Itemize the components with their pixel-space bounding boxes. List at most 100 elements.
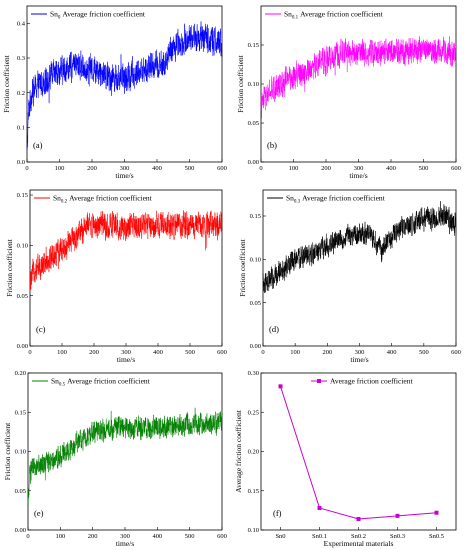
y-tick-label: 0.15: [15, 409, 26, 416]
plot-frame: [29, 189, 223, 347]
x-tick-label: 100: [57, 349, 67, 356]
x-tick-label: 600: [217, 349, 227, 356]
y-tick-label: 0.10: [250, 257, 261, 264]
legend-subscript: 0.5: [59, 383, 66, 388]
panel-label: (c): [36, 324, 46, 334]
y-axis-label: Friction coefficient: [5, 238, 14, 296]
y-tick-label: 0.20: [15, 370, 26, 377]
legend-text: Average friction coefficient: [302, 194, 386, 203]
chart-panel-6: 0.10 0.15 0.20 0.25 0.30 Sn0 Sn0.1 Sn0.2 Sn0.3 Sn…: [234, 370, 457, 548]
chart-panel-1: 0.0 0.1 0.2 0.3 0.4 0 100 200 300 400 500 600 time/s…: [2, 5, 227, 180]
legend-subscript: 0.1: [292, 16, 299, 21]
data-point-marker: [356, 517, 361, 522]
y-tick-label: 0.10: [248, 81, 259, 88]
legend-prefix: Sn: [286, 194, 294, 203]
panel-label: (b): [267, 140, 277, 150]
x-tick-label: 300: [120, 165, 130, 172]
legend-subscript: 0.3: [294, 200, 301, 205]
y-tick-label: 0.25: [248, 409, 259, 416]
panel-label: (e): [34, 508, 44, 518]
x-axis-label: time/s: [350, 355, 368, 364]
series-line: [27, 407, 223, 504]
x-tick-label: 0: [28, 349, 31, 356]
legend-label: Sn0.1 Average friction coefficient: [284, 10, 384, 21]
chart-panel-4: 0.00 0.05 0.10 0.15 0 100 200 300 400 500 600 time/…: [238, 189, 461, 364]
y-axis-label: Friction coefficient: [238, 238, 247, 296]
x-axis-label: time/s: [116, 539, 134, 548]
legend-prefix: Sn: [51, 377, 59, 386]
legend-text: Average friction coefficient: [69, 194, 153, 203]
panel-label: (d): [269, 324, 279, 334]
y-tick-label: 0.1: [17, 125, 25, 132]
data-point-marker: [317, 506, 322, 511]
x-tick-label: 0: [25, 165, 28, 172]
y-tick-label: 0.10: [248, 527, 259, 534]
y-tick-label: 0.05: [15, 488, 26, 495]
x-tick-label: 0: [259, 165, 262, 172]
y-tick-label: 0.10: [17, 243, 28, 250]
y-tick-label: 0.15: [17, 192, 28, 199]
x-tick-label: 500: [185, 349, 195, 356]
x-tick-label: 100: [289, 165, 299, 172]
x-tick-label: Sn0.3: [390, 533, 405, 540]
x-tick-label: 200: [89, 349, 99, 356]
x-axis-label: time/s: [117, 355, 135, 364]
x-tick-label: 100: [55, 533, 65, 540]
x-tick-label: 100: [290, 349, 300, 356]
x-tick-label: 300: [121, 349, 131, 356]
data-point-marker: [395, 513, 400, 518]
x-tick-label: 600: [217, 165, 227, 172]
y-tick-label: 0.00: [248, 159, 259, 166]
x-tick-label: 400: [387, 349, 397, 356]
x-tick-label: 500: [419, 349, 429, 356]
legend-prefix: Sn: [53, 194, 61, 203]
legend-prefix: Sn: [284, 10, 292, 19]
y-axis-label: Friction coefficient: [236, 54, 245, 112]
legend-subscript: 0.2: [61, 200, 68, 205]
plot-frame: [260, 372, 457, 531]
legend-label: Sn0 Average friction coefficient: [50, 10, 146, 21]
x-tick-label: 400: [153, 349, 163, 356]
legend-label: Average friction coefficient: [330, 377, 414, 386]
legend-prefix: Sn: [50, 10, 58, 19]
x-tick-label: 100: [55, 165, 65, 172]
x-tick-label: 600: [451, 165, 461, 172]
x-tick-label: 300: [355, 349, 365, 356]
y-tick-label: 0.30: [248, 370, 259, 377]
y-axis-label: Average friction coefficient: [234, 409, 243, 493]
y-tick-label: 0.00: [250, 343, 261, 350]
x-tick-label: Sn0.5: [429, 533, 444, 540]
y-tick-label: 0.3: [17, 55, 25, 62]
y-tick-label: 0.05: [248, 120, 259, 127]
y-tick-label: 0.2: [17, 90, 25, 97]
legend-text: Average friction coefficient: [62, 10, 146, 19]
x-tick-label: Sn0.2: [351, 533, 366, 540]
y-axis-label: Friction coefficient: [2, 54, 11, 112]
x-axis-label: time/s: [115, 171, 133, 180]
x-tick-label: 500: [185, 533, 195, 540]
legend-text: Average friction coefficient: [300, 10, 384, 19]
x-tick-label: Sn0: [275, 533, 285, 540]
y-axis-label: Friction coefficient: [3, 422, 12, 480]
series-line: [29, 210, 223, 292]
series-line: [262, 201, 457, 294]
legend-label: Sn0.3 Average friction coefficient: [286, 194, 386, 205]
x-tick-label: 500: [419, 165, 429, 172]
y-tick-label: 0.4: [17, 21, 26, 28]
x-tick-label: 200: [88, 533, 98, 540]
x-tick-label: 600: [217, 533, 227, 540]
x-tick-label: 0: [261, 349, 264, 356]
chart-panel-2: 0.00 0.05 0.10 0.15 0 100 200 300 400 500 600 time/…: [236, 5, 461, 180]
x-tick-label: 400: [386, 165, 396, 172]
series-line: [260, 36, 457, 119]
y-tick-label: 0.0: [17, 159, 25, 166]
x-tick-label: 300: [354, 165, 364, 172]
legend-marker: [317, 379, 321, 383]
x-tick-label: 500: [185, 165, 195, 172]
x-tick-label: 200: [87, 165, 97, 172]
y-tick-label: 0.00: [17, 343, 28, 350]
y-tick-label: 0.00: [15, 527, 26, 534]
x-tick-label: 200: [321, 165, 331, 172]
panel-label: (a): [33, 140, 43, 150]
